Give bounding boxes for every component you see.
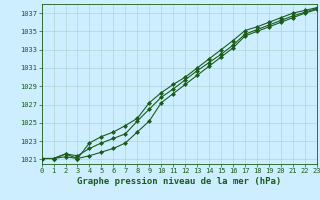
X-axis label: Graphe pression niveau de la mer (hPa): Graphe pression niveau de la mer (hPa) (77, 177, 281, 186)
